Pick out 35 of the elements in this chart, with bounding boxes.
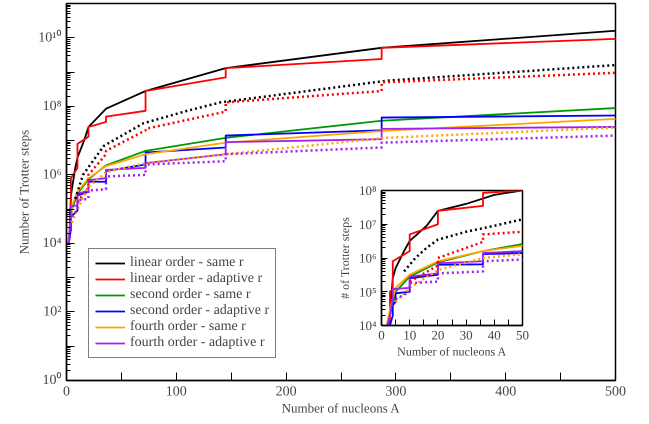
x-tick-label: 200 [276, 384, 297, 400]
x-tick-label: 10 [403, 328, 416, 342]
y-tick-label: 10⁶ [42, 167, 62, 182]
x-tick-label: 30 [460, 328, 473, 342]
legend-label: fourth order - same r [130, 319, 246, 335]
legend-label: linear order - adaptive r [130, 271, 262, 287]
y-axis-title: # of Trotter steps [338, 216, 352, 299]
x-tick-label: 500 [605, 384, 626, 400]
y-tick-label: 10⁸ [358, 183, 377, 198]
y-tick-label: 10⁵ [358, 284, 377, 300]
line-series [408, 230, 522, 283]
y-tick-label: 10⁷ [358, 216, 377, 232]
legend-label: second order - same r [130, 287, 251, 303]
x-tick-label: 50 [516, 328, 529, 342]
x-axis-title: Number of nucleons A [397, 344, 506, 358]
y-tick-label: 10² [43, 304, 62, 320]
x-axis-title: Number of nucleons A [282, 400, 400, 416]
y-tick-label: 10⁶ [358, 250, 377, 266]
legend-label: second order - adaptive r [130, 303, 270, 319]
x-tick-label: 0 [63, 384, 70, 400]
y-tick-label: 10⁰ [42, 372, 62, 388]
y-tick-label: 10¹⁰ [38, 29, 62, 46]
x-tick-label: 40 [488, 328, 501, 342]
x-tick-label: 300 [385, 384, 406, 400]
y-axis-title: Number of Trotter steps [16, 130, 32, 254]
y-tick-label: 10⁸ [42, 98, 62, 114]
legend-label: linear order - same r [130, 255, 244, 271]
legend-label: fourth order - adaptive r [130, 335, 264, 351]
x-tick-label: 100 [166, 384, 187, 400]
x-tick-label: 0 [378, 328, 385, 342]
line-series [394, 252, 522, 304]
x-tick-label: 20 [431, 328, 444, 342]
y-tick-label: 10⁴ [42, 236, 62, 251]
x-tick-label: 400 [495, 384, 516, 400]
y-tick-label: 10⁴ [358, 318, 377, 333]
